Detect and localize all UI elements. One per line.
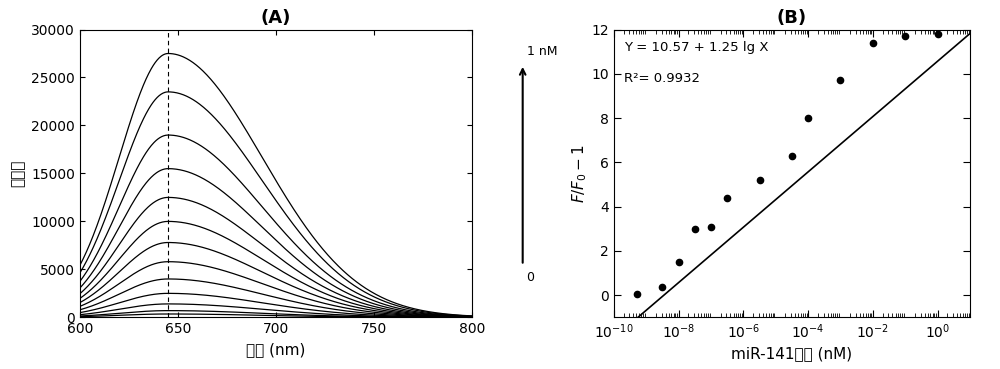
Text: R²= 0.9932: R²= 0.9932: [624, 72, 700, 85]
Y-axis label: 荧光値: 荧光値: [11, 160, 26, 187]
Text: 0: 0: [527, 270, 535, 283]
Y-axis label: $F/F_0 - 1$: $F/F_0 - 1$: [570, 144, 589, 203]
Title: (B): (B): [777, 8, 807, 27]
Text: 1 nM: 1 nM: [527, 45, 557, 58]
Title: (A): (A): [261, 8, 291, 27]
X-axis label: 波长 (nm): 波长 (nm): [246, 342, 306, 357]
Text: Y = 10.57 + 1.25 lg X: Y = 10.57 + 1.25 lg X: [624, 41, 768, 54]
X-axis label: miR-141浓度 (nM): miR-141浓度 (nM): [731, 346, 852, 361]
